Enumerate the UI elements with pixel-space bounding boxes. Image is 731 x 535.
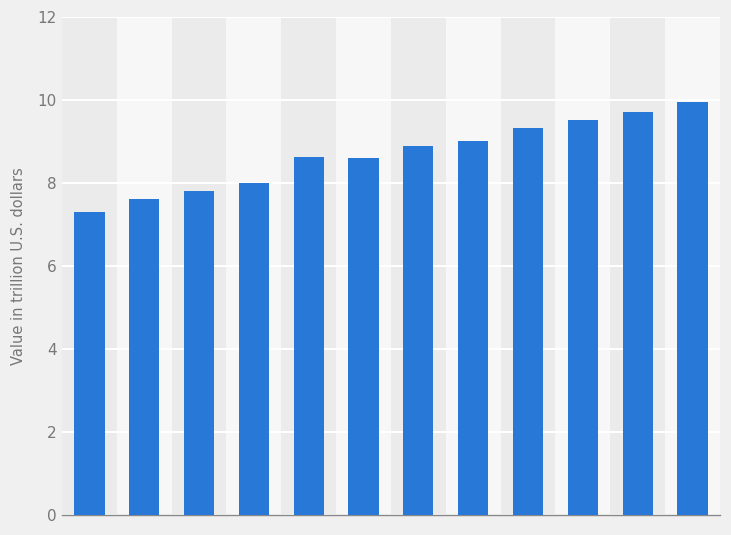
Bar: [117, 17, 172, 515]
Bar: [610, 17, 665, 515]
Bar: [391, 17, 446, 515]
Bar: [336, 17, 391, 515]
Y-axis label: Value in trillion U.S. dollars: Value in trillion U.S. dollars: [11, 167, 26, 365]
Bar: [513, 128, 543, 515]
Bar: [172, 17, 227, 515]
Bar: [349, 158, 379, 515]
Bar: [501, 17, 556, 515]
Bar: [678, 102, 708, 515]
Bar: [129, 199, 159, 515]
Bar: [294, 157, 324, 515]
Bar: [239, 183, 269, 515]
Bar: [458, 141, 488, 515]
Bar: [623, 112, 653, 515]
Bar: [556, 17, 610, 515]
Bar: [184, 190, 214, 515]
Bar: [404, 146, 433, 515]
Bar: [75, 212, 105, 515]
Bar: [568, 120, 598, 515]
Bar: [227, 17, 281, 515]
Bar: [446, 17, 501, 515]
Bar: [281, 17, 336, 515]
Bar: [62, 17, 117, 515]
Bar: [665, 17, 720, 515]
